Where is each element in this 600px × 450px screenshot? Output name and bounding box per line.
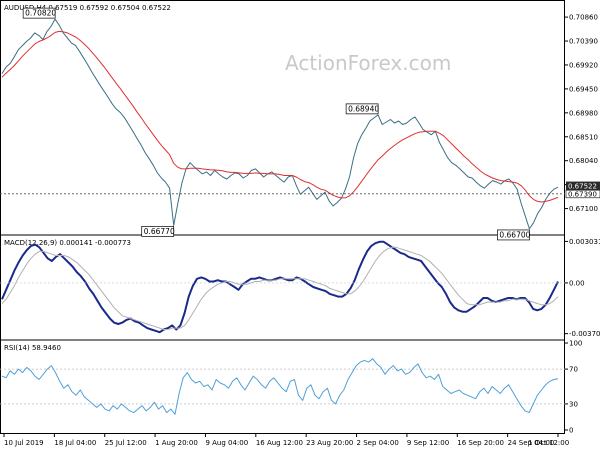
x-tick-label: 10 Jul 2019 — [4, 439, 44, 447]
current-price-tag — [566, 181, 600, 191]
y-tick-label: 0.68510 — [569, 133, 598, 141]
price-line — [1, 18, 559, 230]
x-tick-label: 25 Jul 12:00 — [105, 439, 147, 447]
x-tick-label: 16 Aug 12:00 — [256, 439, 303, 447]
swing-annotation-box — [497, 229, 530, 241]
signal-line — [1, 246, 559, 330]
y-tick-label: 0.68980 — [569, 109, 598, 117]
swing-annotation-box — [345, 103, 379, 115]
y-tick-label: 0.69920 — [569, 61, 598, 69]
price-panel: 0.70860 0.70390 0.69920 0.69450 0.68980 0.685… — [0, 7, 600, 241]
x-tick-label: 18 Jul 04:00 — [54, 439, 96, 447]
x-tick-label: 16 Sep 20:00 — [457, 439, 504, 447]
x-axis: 10 Jul 2019 18 Jul 04:00 25 Jul 12:00 1 Aug… — [3, 433, 569, 447]
watermark: ActionForex.com — [285, 51, 451, 75]
price-panel-header: AUDUSD,H4 0.67519 0.67592 0.67504 0.6752… — [4, 4, 171, 12]
y-tick-label: 0.69450 — [569, 85, 598, 93]
chart-frame — [0, 0, 565, 434]
macd-panel-header: MACD(12,26,9) 0.000141 -0.000773 — [4, 239, 131, 247]
x-tick-label: 23 Aug 20:00 — [306, 439, 353, 447]
y-tick-label: 0.68040 — [569, 157, 598, 165]
x-tick-label: 9 Sep 12:00 — [407, 439, 449, 447]
rsi-line — [1, 358, 559, 415]
swing-annotation-label: 0.66700 — [499, 230, 530, 239]
y-tick-label: 0.70390 — [569, 38, 598, 46]
y-tick-label: 70 — [569, 366, 578, 374]
y-tick-label: 0 — [569, 427, 573, 435]
dashed-level-label: 0.67390 — [568, 190, 597, 198]
x-tick-label: 1 Oct 12:00 — [528, 439, 569, 447]
x-tick-label: 9 Aug 04:00 — [205, 439, 248, 447]
swing-annotation-box — [141, 226, 175, 237]
ma-line — [1, 30, 559, 203]
y-tick-label: 30 — [569, 400, 578, 408]
y-tick-label: -0.003706 — [569, 330, 600, 338]
y-tick-label: 0.00 — [569, 279, 585, 287]
x-tick-label: 24 Sep 04:00 — [508, 439, 555, 447]
x-tick-label: 1 Aug 20:00 — [155, 439, 198, 447]
macd-line — [1, 240, 559, 334]
x-tick-label: 2 Sep 04:00 — [357, 439, 399, 447]
rsi-panel: 100 70 30 0 — [0, 340, 582, 435]
y-tick-label: 0.003031 — [569, 238, 600, 246]
y-tick-label: 0.70860 — [569, 14, 598, 22]
swing-annotation-label: 0.66770 — [144, 227, 175, 236]
swing-annotation-label: 0.70820 — [25, 9, 56, 18]
y-tick-label: 0.67100 — [569, 205, 598, 213]
current-price-label: 0.67522 — [568, 183, 597, 191]
swing-annotation-label: 0.68940 — [348, 104, 379, 113]
swing-annotation-box — [22, 7, 56, 19]
macd-panel: 0.003031 0.00 -0.003706 — [0, 238, 600, 338]
rsi-panel-header: RSI(14) 58.9460 — [4, 344, 61, 352]
y-tick-label: 100 — [569, 340, 582, 348]
